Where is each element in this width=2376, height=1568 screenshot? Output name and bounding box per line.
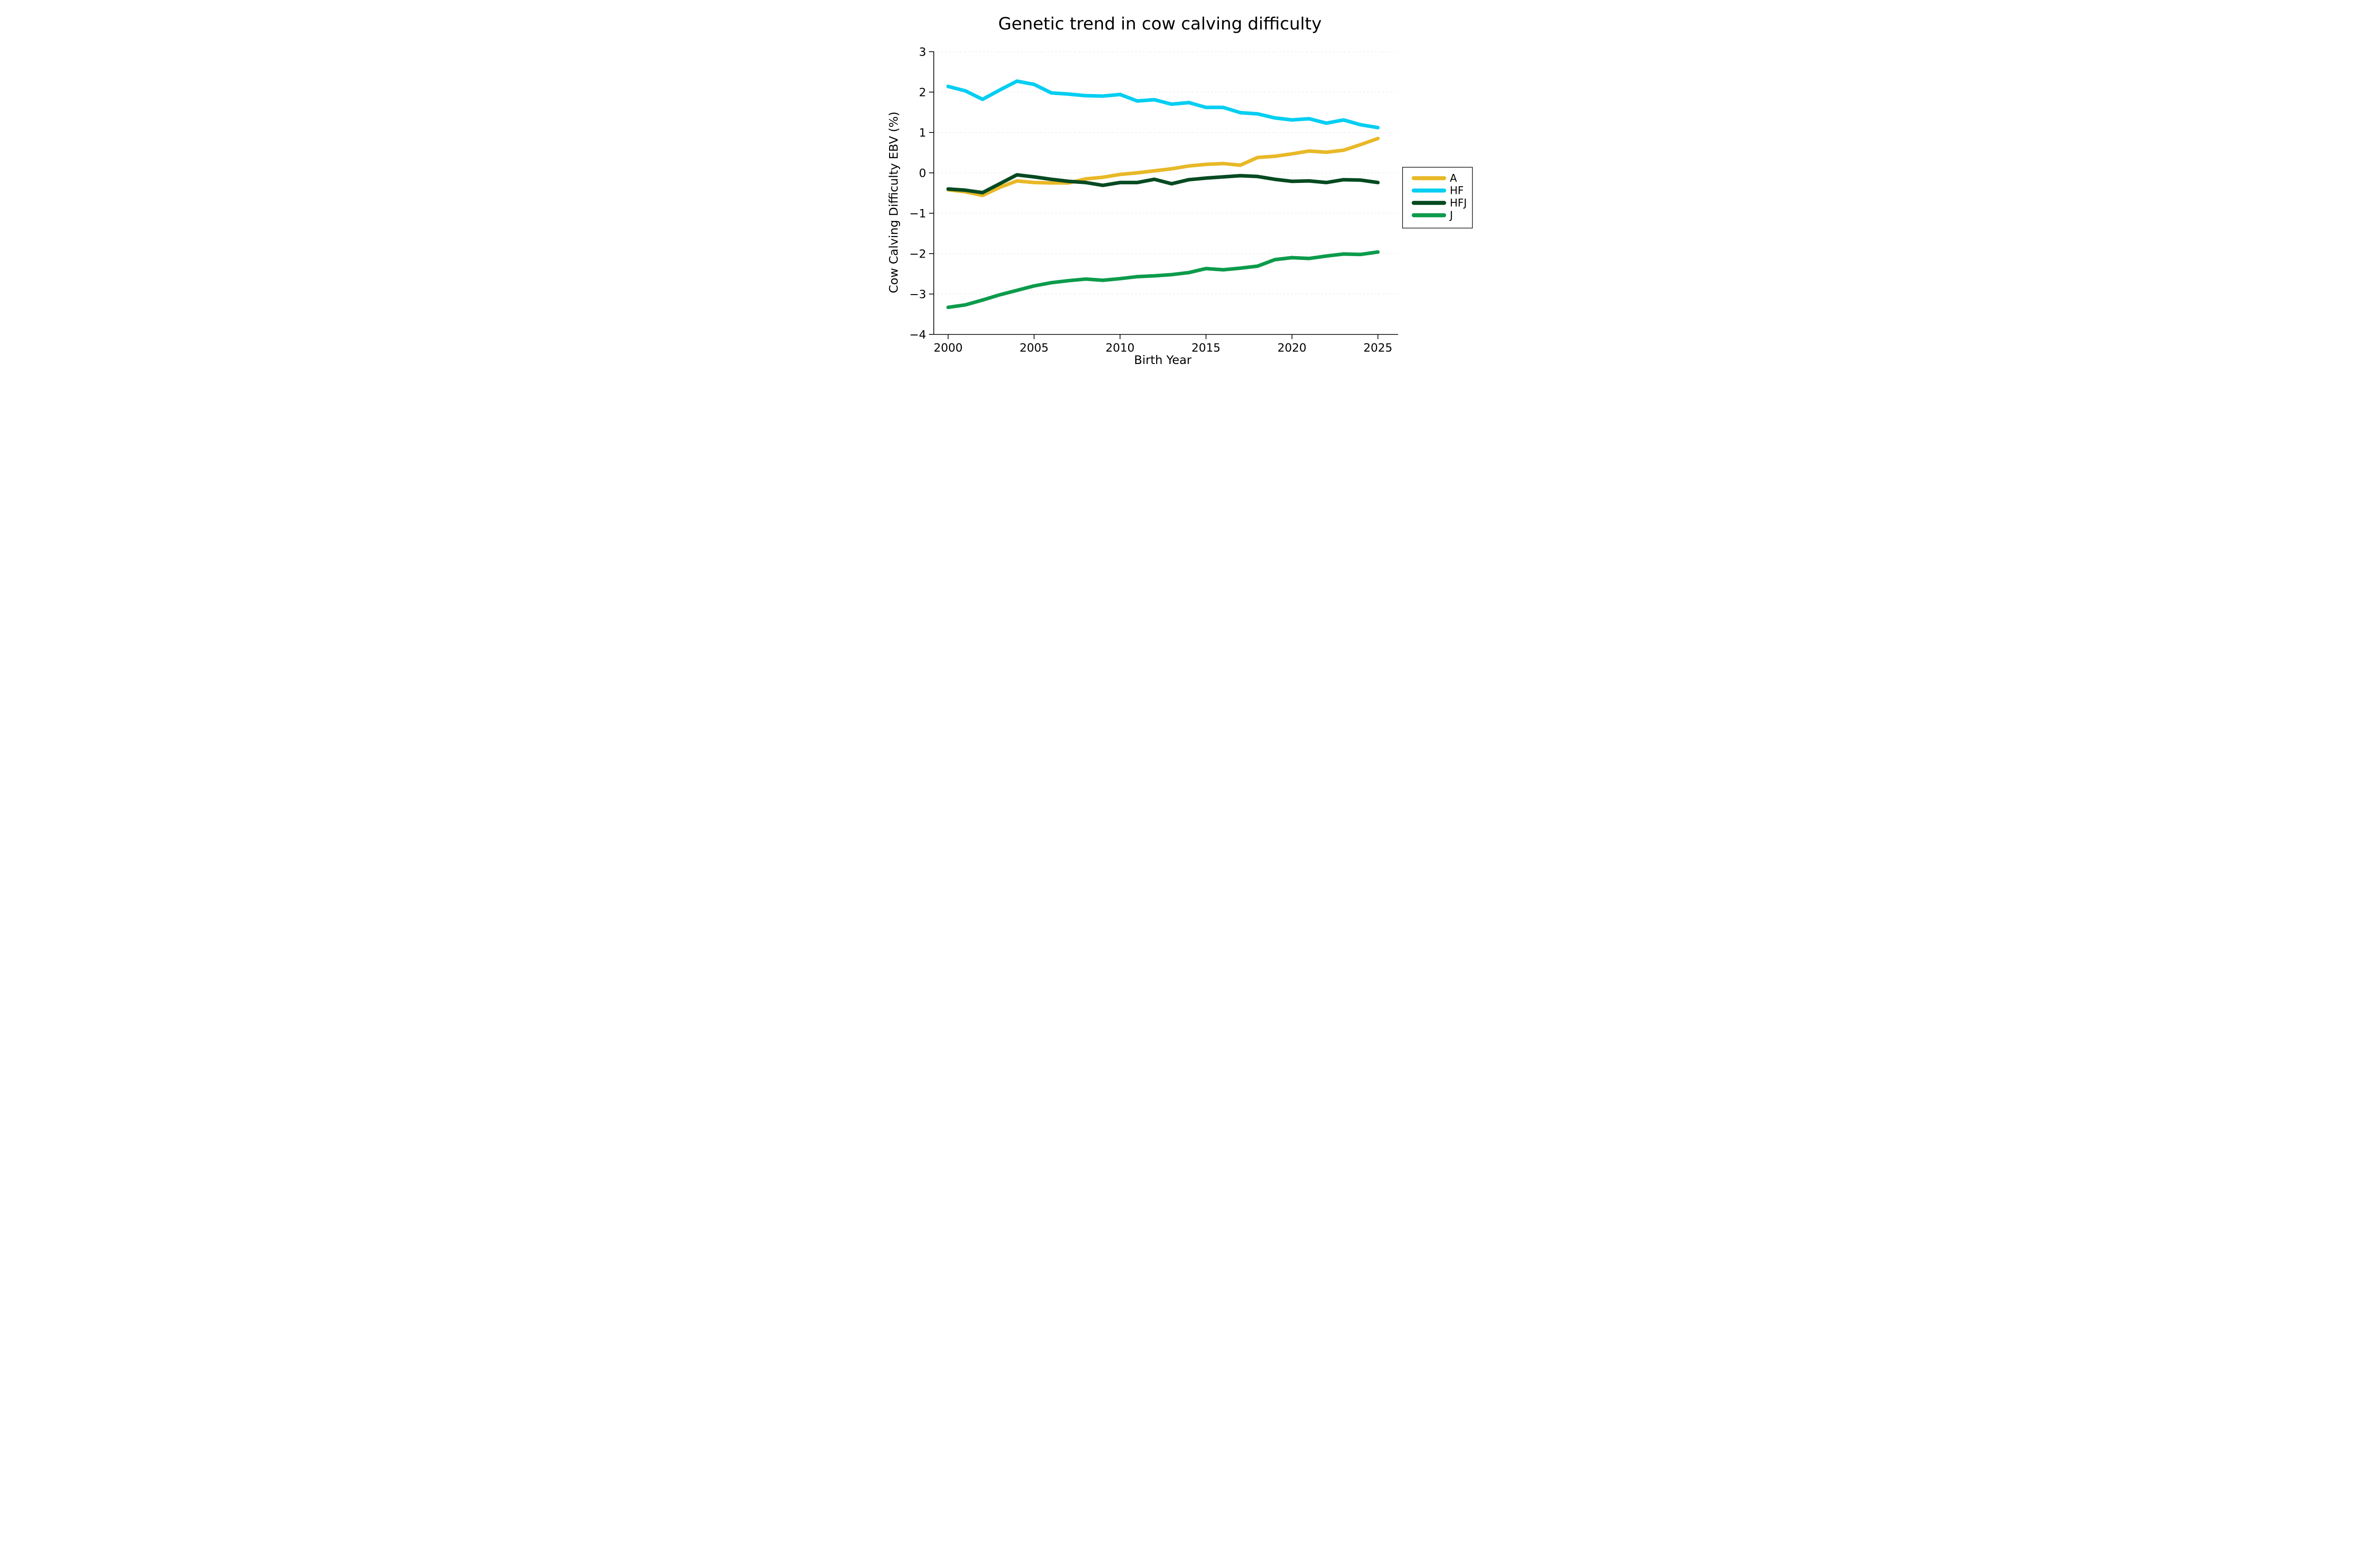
series-line-HF bbox=[946, 79, 1380, 130]
tick-labels: 3 2 1 0 −1 −2 −3 −4 2000 2005 2010 2015 2020 2025 bbox=[910, 45, 1393, 354]
series-line-A bbox=[946, 136, 1380, 198]
gridlines bbox=[934, 51, 1398, 295]
x-tick-label-2010: 2010 bbox=[1105, 341, 1134, 354]
x-tick-label-2000: 2000 bbox=[934, 341, 963, 354]
series-lines bbox=[946, 79, 1380, 309]
y-tick-label--3: −3 bbox=[910, 287, 926, 301]
series-line-J bbox=[946, 250, 1380, 309]
x-tick-label-2005: 2005 bbox=[1020, 341, 1049, 354]
x-tick-label-2020: 2020 bbox=[1277, 341, 1306, 354]
legend-label-HFJ: HFJ bbox=[1450, 198, 1467, 210]
legend-label-J: J bbox=[1449, 210, 1453, 222]
series-line-HFJ bbox=[946, 173, 1380, 195]
y-tick-label-0: 0 bbox=[919, 166, 926, 180]
chart-figure: 3 2 1 0 −1 −2 −3 −4 2000 2005 2010 2015 2020 2025 Gen… bbox=[867, 0, 1509, 392]
x-tick-label-2015: 2015 bbox=[1191, 341, 1220, 354]
axes bbox=[929, 51, 1398, 339]
y-tick-label--1: −1 bbox=[910, 207, 926, 220]
legend-label-A: A bbox=[1450, 173, 1457, 185]
y-tick-label-3: 3 bbox=[919, 45, 926, 58]
y-axis-label: Cow Calving Difficulty EBV (%) bbox=[887, 112, 901, 293]
x-axis-label: Birth Year bbox=[1134, 353, 1192, 367]
chart-canvas: 3 2 1 0 −1 −2 −3 −4 2000 2005 2010 2015 2020 2025 Gen… bbox=[887, 14, 1473, 367]
x-tick-label-2025: 2025 bbox=[1363, 341, 1392, 354]
y-tick-label-1: 1 bbox=[919, 126, 926, 139]
chart-title: Genetic trend in cow calving difficulty bbox=[998, 14, 1322, 34]
y-tick-label--4: −4 bbox=[910, 328, 926, 341]
y-tick-label-2: 2 bbox=[919, 86, 926, 99]
legend-label-HF: HF bbox=[1450, 185, 1464, 197]
y-tick-label--2: −2 bbox=[910, 247, 926, 260]
